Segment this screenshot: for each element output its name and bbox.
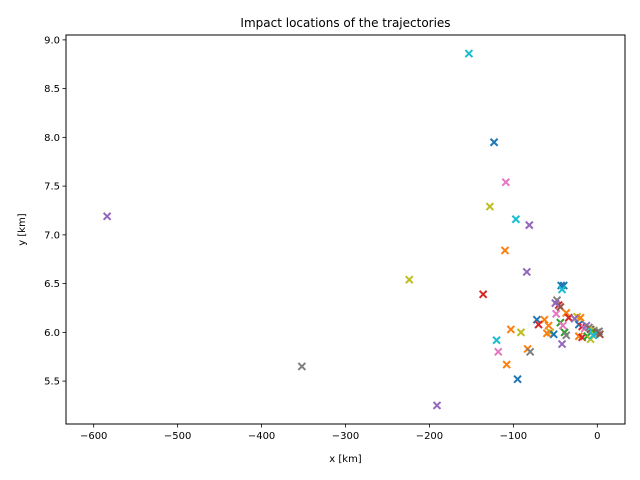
data-point-marker xyxy=(551,298,560,308)
x-tick-label: −600 xyxy=(80,431,107,442)
data-point-marker xyxy=(506,325,516,334)
y-tick-label: 6.5 xyxy=(44,279,60,290)
data-point-marker xyxy=(570,314,579,323)
y-tick-label: 6.0 xyxy=(44,328,60,339)
data-point-marker xyxy=(513,374,522,384)
y-tick-label: 7.0 xyxy=(44,230,60,241)
data-point-marker xyxy=(501,178,511,187)
data-point-marker xyxy=(516,328,526,337)
data-point-marker xyxy=(485,202,495,211)
data-point-marker xyxy=(494,347,503,357)
data-point-marker xyxy=(297,362,307,371)
data-point-marker xyxy=(551,309,561,319)
plot-area-frame xyxy=(65,34,626,425)
data-point-marker xyxy=(595,330,605,339)
data-point-marker xyxy=(492,335,501,345)
data-point-marker xyxy=(558,321,568,330)
data-point-marker xyxy=(557,285,567,294)
data-point-marker xyxy=(502,360,511,369)
data-point-marker xyxy=(562,308,571,318)
data-points xyxy=(102,49,605,410)
data-point-marker xyxy=(562,331,571,340)
data-point-marker xyxy=(500,246,510,255)
x-tick-label: −500 xyxy=(164,431,191,442)
x-tick-label: −400 xyxy=(248,431,275,442)
y-axis-label: y [km] xyxy=(17,213,28,246)
y-tick-label: 9.0 xyxy=(44,35,60,46)
data-point-marker xyxy=(534,320,543,329)
x-tick-label: −200 xyxy=(416,431,443,442)
data-point-marker xyxy=(532,315,542,324)
x-tick-label: −100 xyxy=(500,431,527,442)
chart-title: Impact locations of the trajectories xyxy=(240,16,450,30)
data-point-marker xyxy=(489,138,499,147)
y-axis-ticks: 5.5 6.0 6.5 7.0 7.5 8.0 8.5 9.0 xyxy=(44,35,66,388)
data-point-marker xyxy=(542,329,552,338)
y-tick-label: 7.5 xyxy=(44,182,60,193)
data-point-marker xyxy=(432,401,442,410)
data-point-marker xyxy=(525,347,535,357)
data-point-marker xyxy=(102,212,112,221)
y-tick-label: 8.0 xyxy=(44,133,60,144)
x-axis-ticks: −600 −500 −400 −300 −200 −100 0 xyxy=(80,424,600,442)
data-point-marker xyxy=(549,330,558,339)
data-point-marker xyxy=(478,290,488,299)
data-point-marker xyxy=(525,220,534,230)
data-point-marker xyxy=(544,321,553,330)
data-point-marker xyxy=(405,275,414,284)
data-point-marker xyxy=(588,331,598,340)
y-tick-label: 5.5 xyxy=(44,377,60,388)
y-tick-label: 8.5 xyxy=(44,84,60,95)
x-tick-label: 0 xyxy=(594,431,600,442)
x-axis-label: x [km] xyxy=(329,454,362,465)
x-tick-label: −300 xyxy=(332,431,359,442)
data-point-marker xyxy=(522,267,532,277)
data-point-marker xyxy=(464,49,474,58)
data-point-marker xyxy=(511,215,521,224)
data-point-marker xyxy=(557,339,567,349)
